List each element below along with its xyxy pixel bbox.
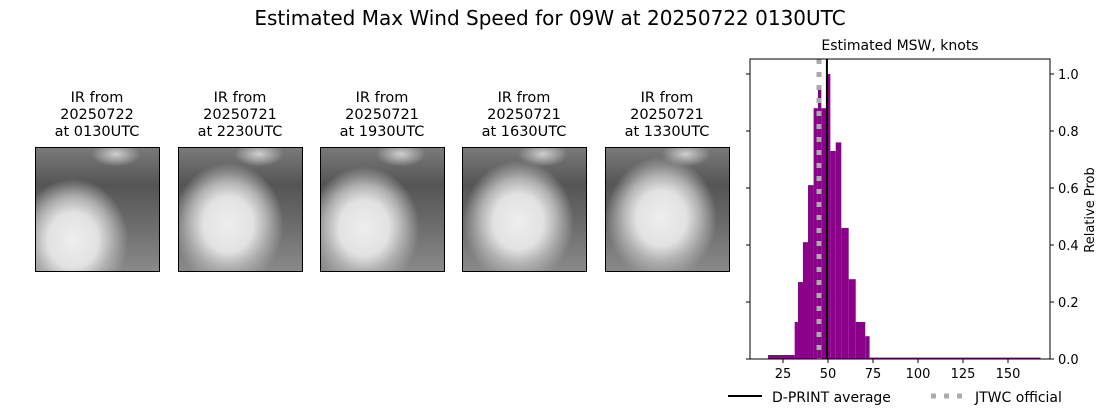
- ir-panel-caption: IR from 20250721 at 2230UTC: [165, 90, 315, 141]
- caption-line: 20250722: [60, 107, 134, 123]
- caption-line: at 1930UTC: [339, 124, 425, 140]
- histogram-bar: [817, 85, 822, 360]
- x-tick-label: 125: [951, 367, 976, 382]
- caption-line: IR from: [355, 90, 409, 106]
- caption-line: 20250721: [203, 107, 277, 123]
- y-tick-label: 0.8: [1058, 125, 1079, 140]
- legend-dprint-label: D-PRINT average: [772, 390, 891, 406]
- caption-line: 20250721: [487, 107, 561, 123]
- y-tick-label: 0.6: [1058, 182, 1079, 197]
- caption-line: IR from: [497, 90, 551, 106]
- figure-title: Estimated Max Wind Speed for 09W at 2025…: [254, 6, 846, 30]
- ir-satellite-image: [462, 147, 587, 272]
- y-axis-label: Relative Prob: [1083, 167, 1098, 252]
- caption-line: IR from: [213, 90, 267, 106]
- histogram-bar: [802, 242, 809, 359]
- ir-panel-caption: IR from 20250722 at 0130UTC: [22, 90, 172, 141]
- x-tick-label: 150: [996, 367, 1021, 382]
- caption-line: 20250721: [630, 107, 704, 123]
- histogram-bar: [821, 108, 827, 359]
- histogram-bar: [841, 227, 849, 359]
- histogram-bar: [865, 336, 870, 359]
- caption-line: at 0130UTC: [54, 124, 140, 140]
- y-tick-label: 0.2: [1058, 296, 1079, 311]
- histogram-bar: [848, 279, 856, 359]
- histogram-bar: [835, 142, 842, 359]
- caption-line: at 2230UTC: [197, 124, 283, 140]
- caption-line: 20250721: [345, 107, 419, 123]
- histogram-bar: [855, 321, 866, 359]
- ir-panel-caption: IR from 20250721 at 1630UTC: [449, 90, 599, 141]
- y-tick-label: 0.0: [1058, 353, 1079, 368]
- caption-line: at 1630UTC: [481, 124, 567, 140]
- histogram-bar: [808, 185, 814, 359]
- x-tick-label: 25: [775, 367, 792, 382]
- caption-line: IR from: [70, 90, 124, 106]
- ir-satellite-image: [605, 147, 730, 272]
- x-tick-label: 75: [865, 367, 882, 382]
- histogram-bar: [794, 321, 798, 359]
- x-tick-label: 100: [906, 367, 931, 382]
- ir-satellite-image: [178, 147, 303, 272]
- histogram-bar: [768, 355, 795, 359]
- x-tick-label: 50: [820, 367, 837, 382]
- ir-panel-caption: IR from 20250721 at 1330UTC: [592, 90, 742, 141]
- ir-satellite-image: [320, 147, 445, 272]
- y-tick-label: 1.0: [1058, 68, 1079, 83]
- caption-line: at 1330UTC: [624, 124, 710, 140]
- ir-satellite-image: [35, 147, 160, 272]
- caption-line: IR from: [640, 90, 694, 106]
- histogram-bar: [869, 357, 1041, 359]
- ir-panel-caption: IR from 20250721 at 1930UTC: [307, 90, 457, 141]
- histogram-bar: [813, 108, 818, 359]
- plot-frame: [749, 58, 1051, 360]
- histogram-bar: [830, 150, 836, 359]
- legend-jtwc-label: JTWC official: [974, 390, 1062, 406]
- histogram-bar: [826, 74, 831, 359]
- chart-title: Estimated MSW, knots: [821, 38, 978, 54]
- histogram-bar: [797, 282, 803, 359]
- y-tick-label: 0.4: [1058, 239, 1079, 254]
